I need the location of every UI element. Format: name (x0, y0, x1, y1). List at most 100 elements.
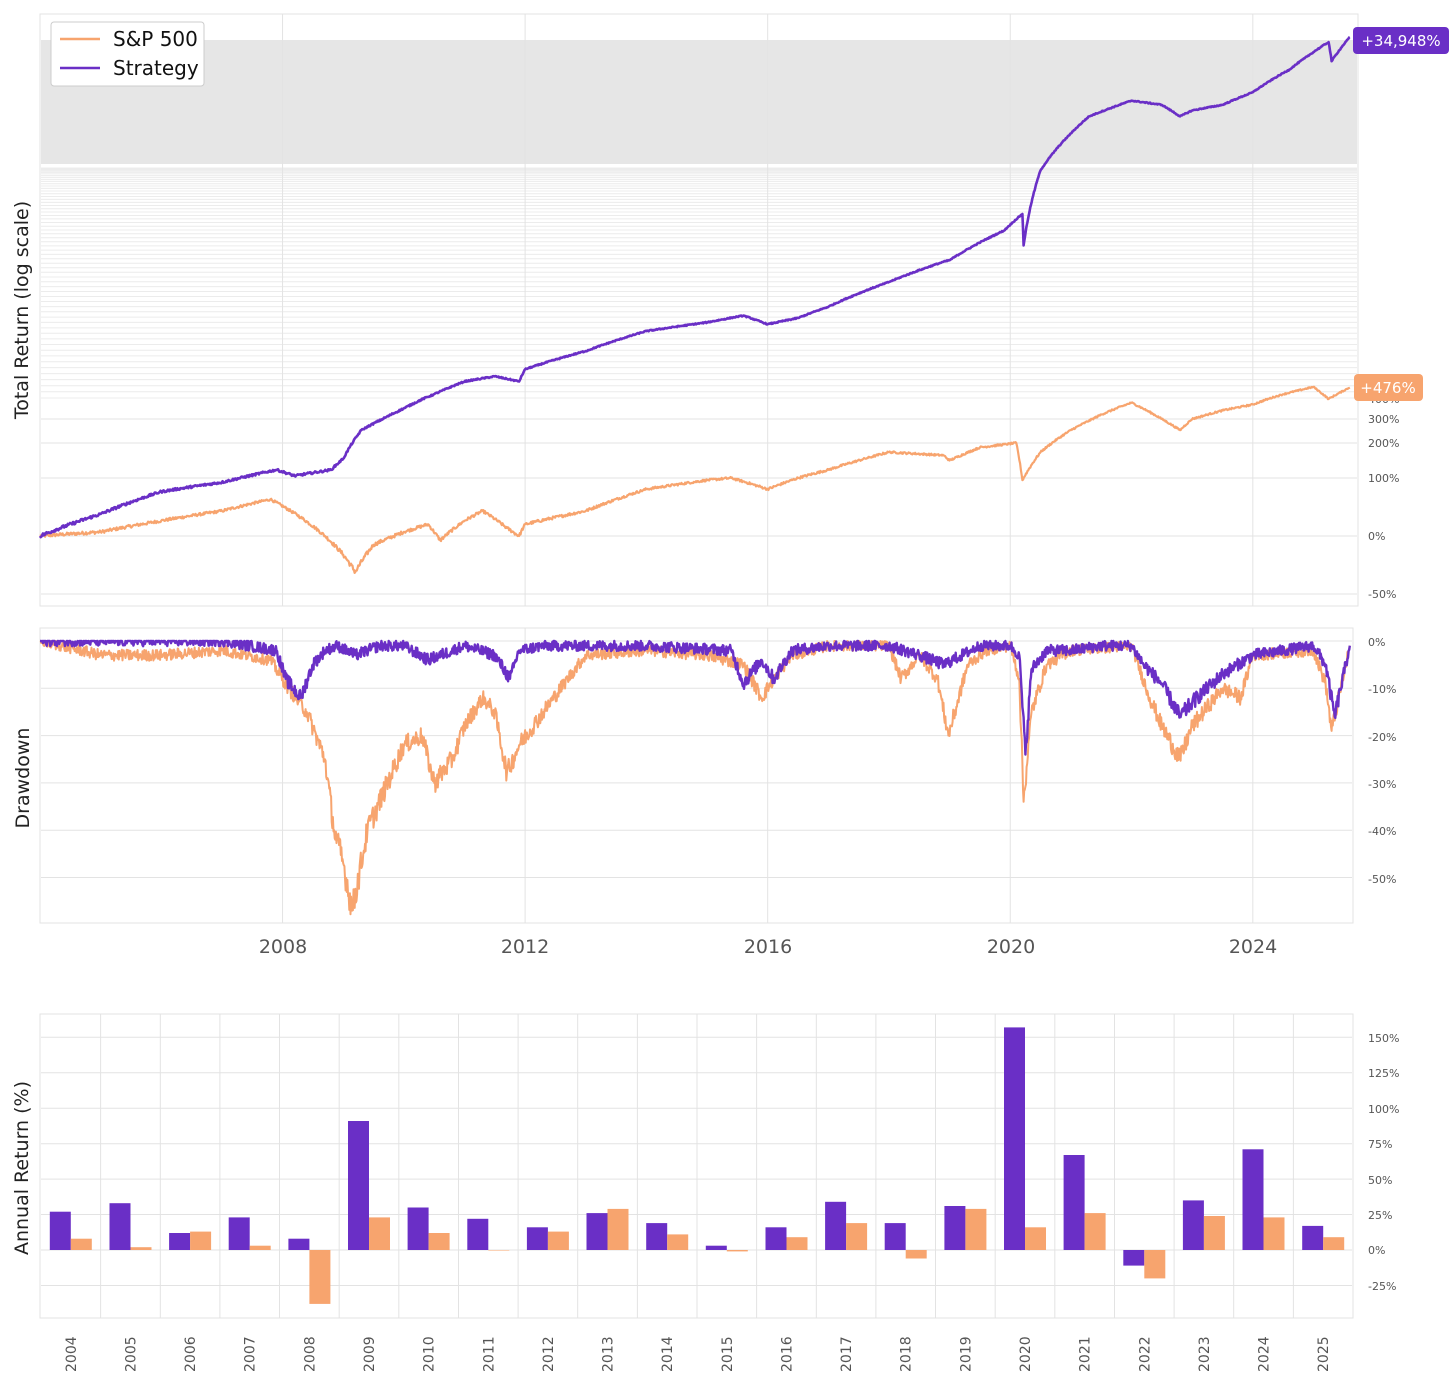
ytick-drawdown-30: -30% (1368, 778, 1396, 791)
upper-grid-band (41, 40, 1357, 164)
sp500-bar-2023 (1203, 1216, 1225, 1250)
sp500-total-return-line (39, 385, 1351, 574)
year-label-2012: 2012 (541, 1336, 557, 1372)
sp500-bar-2020 (1025, 1227, 1046, 1250)
legend-label-strategy: Strategy (113, 56, 199, 80)
sp500-bar-2004 (70, 1238, 92, 1250)
strategy-bar-2010 (407, 1207, 429, 1250)
ytick-total-minus50: -50% (1368, 588, 1396, 601)
strategy-final-tag-box (1353, 27, 1449, 54)
sp500-bar-2024 (1263, 1217, 1285, 1250)
strategy-bar-2008 (288, 1238, 310, 1250)
strategy-bar-2015 (705, 1245, 727, 1250)
sp500-bar-2012 (547, 1231, 569, 1250)
drawdown-panel: 0% -10% -20% -30% -40% -50% Drawdown 200… (12, 627, 1396, 958)
strategy-bar-2021 (1063, 1155, 1085, 1250)
xtick-2024: 2024 (1229, 936, 1277, 958)
year-label-2004: 2004 (64, 1336, 80, 1372)
ytick-total-0: 0% (1368, 530, 1385, 543)
sp500-bar-2019 (965, 1208, 987, 1250)
strategy-bar-2006 (169, 1233, 191, 1250)
sp500-bar-2014 (667, 1234, 689, 1250)
total-return-ylabel: Total Return (log scale) (11, 201, 33, 420)
ytick-total-200: 200% (1368, 437, 1399, 450)
ytick-annual-150: 150% (1368, 1032, 1399, 1045)
year-label-2009: 2009 (362, 1336, 378, 1372)
sp500-bar-2022 (1144, 1250, 1166, 1279)
sp500-bar-2016 (786, 1237, 808, 1250)
ytick-annual-100: 100% (1368, 1103, 1399, 1116)
drawdown-ylabel: Drawdown (12, 728, 34, 829)
year-label-2011: 2011 (481, 1336, 497, 1372)
year-label-2021: 2021 (1078, 1336, 1094, 1372)
ytick-annual-minus25: -25% (1368, 1280, 1396, 1293)
strategy-drawdown-line (39, 639, 1351, 756)
strategy-bar-2025 (1302, 1225, 1324, 1250)
drawdown-lines (39, 639, 1351, 916)
year-label-2025: 2025 (1316, 1336, 1332, 1372)
xtick-2008: 2008 (259, 936, 307, 958)
strategy-bar-2024 (1242, 1149, 1264, 1250)
annual-return-panel: 2004 2005 2006 2007 2008 2009 2010 2011 2012 2013… (11, 1013, 1399, 1372)
sp500-bar-2007 (249, 1245, 271, 1250)
year-label-2008: 2008 (302, 1336, 318, 1372)
strategy-final-tag-text: +34,948% (1361, 32, 1440, 50)
ytick-annual-0: 0% (1368, 1244, 1385, 1257)
sp500-bar-2025 (1323, 1237, 1345, 1250)
strategy-final-tag: +34,948% (1353, 27, 1449, 54)
sp500-bar-2017 (846, 1223, 868, 1250)
drawdown-plot-area (39, 627, 1354, 924)
sp500-bar-2009 (369, 1217, 390, 1250)
ytick-drawdown-0: 0% (1368, 636, 1385, 649)
year-label-2007: 2007 (243, 1336, 259, 1372)
year-label-2014: 2014 (660, 1336, 676, 1372)
sp500-bar-2008 (309, 1250, 331, 1304)
total-return-minor-gridlines (41, 167, 1357, 595)
annual-return-ylabel: Annual Return (%) (11, 1081, 33, 1255)
annual-return-year-labels: 2004 2005 2006 2007 2008 2009 2010 2011 2012 2013… (64, 1336, 1332, 1372)
ytick-total-300: 300% (1368, 413, 1399, 426)
strategy-bar-2009 (348, 1121, 369, 1250)
strategy-bar-2016 (765, 1227, 787, 1250)
year-label-2018: 2018 (899, 1336, 915, 1372)
sp500-bar-2021 (1084, 1213, 1106, 1250)
strategy-bar-2007 (228, 1217, 250, 1250)
drawdown-gridlines (41, 628, 1352, 923)
year-label-2010: 2010 (422, 1336, 438, 1372)
strategy-bar-2023 (1182, 1200, 1204, 1250)
total-return-panel: 400% 300% 200% 100% 0% -50% Total Return… (11, 13, 1449, 607)
ytick-total-100: 100% (1368, 472, 1399, 485)
strategy-total-return-line (38, 35, 1351, 539)
total-return-lines (38, 35, 1351, 574)
annual-return-gridlines (41, 1014, 1352, 1318)
year-label-2023: 2023 (1197, 1336, 1213, 1372)
year-label-2017: 2017 (839, 1336, 855, 1372)
ytick-annual-25: 25% (1368, 1209, 1392, 1222)
sp500-final-tag-box (1354, 374, 1423, 401)
year-label-2024: 2024 (1257, 1336, 1273, 1372)
ytick-drawdown-20: -20% (1368, 731, 1396, 744)
strategy-bar-2018 (884, 1223, 906, 1250)
ytick-annual-75: 75% (1368, 1138, 1392, 1151)
ytick-drawdown-40: -40% (1368, 825, 1396, 838)
strategy-bar-2017 (825, 1201, 847, 1250)
annual-return-bars (49, 1027, 1345, 1304)
sp500-bar-2011 (488, 1250, 510, 1251)
strategy-bar-2019 (944, 1206, 966, 1250)
sp500-final-tag: +476% (1354, 374, 1423, 401)
sp500-final-tag-text: +476% (1360, 379, 1415, 397)
strategy-bar-2004 (49, 1211, 71, 1250)
year-label-2013: 2013 (601, 1336, 617, 1372)
year-label-2016: 2016 (780, 1336, 796, 1372)
xtick-2012: 2012 (501, 936, 549, 958)
strategy-bar-2022 (1123, 1250, 1145, 1266)
xtick-2020: 2020 (987, 936, 1035, 958)
ytick-drawdown-50: -50% (1368, 873, 1396, 886)
strategy-bar-2005 (109, 1203, 131, 1250)
sp500-bar-2006 (190, 1231, 212, 1250)
legend-label-sp500: S&P 500 (113, 27, 198, 51)
strategy-bar-2014 (646, 1223, 668, 1250)
sp500-bar-2010 (428, 1233, 450, 1250)
year-label-2006: 2006 (183, 1336, 199, 1372)
